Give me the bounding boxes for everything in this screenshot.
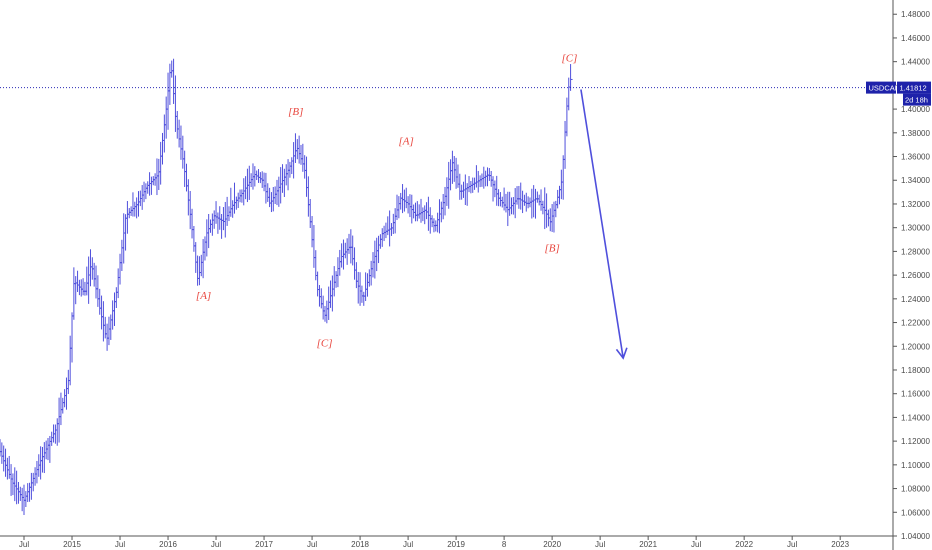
x-tick-label: 2018 — [351, 540, 369, 549]
y-tick-label: 1.32000 — [901, 200, 930, 209]
y-tick-label: 1.26000 — [901, 271, 930, 280]
y-tick-label: 1.24000 — [901, 295, 930, 304]
wave-label: [A] — [196, 290, 211, 302]
wave-labels: [A] [B] [C] [A] [B] [C] — [196, 53, 577, 350]
x-axis[interactable]: Jul 2015 Jul 2016 Jul 2017 Jul 2018 Jul 2019 8 2020… — [19, 536, 850, 549]
last-price-label: 1.41812 — [900, 84, 927, 93]
wave-label: [C] — [317, 337, 333, 349]
x-tick-label: 8 — [502, 540, 507, 549]
countdown-badge: 2d 18h — [903, 93, 931, 106]
x-tick-label: Jul — [595, 540, 605, 549]
x-tick-label: 2020 — [543, 540, 561, 549]
x-tick-label: 2017 — [255, 540, 273, 549]
x-tick-label: Jul — [307, 540, 317, 549]
y-tick-label: 1.28000 — [901, 247, 930, 256]
symbol-badge: USDCAD — [866, 81, 901, 94]
ohlc-bar-series — [0, 58, 573, 515]
x-tick-label: Jul — [403, 540, 413, 549]
y-tick-label: 1.36000 — [901, 153, 930, 162]
wave-label: [A] — [399, 136, 414, 148]
y-tick-label: 1.40000 — [901, 105, 930, 114]
y-tick-label: 1.16000 — [901, 390, 930, 399]
projection-arrow — [580, 89, 628, 360]
x-tick-label: Jul — [787, 540, 797, 549]
y-tick-label: 1.22000 — [901, 319, 930, 328]
ohlc-bar — [568, 64, 573, 91]
price-badges: USDCAD 1.41812 2d 18h — [866, 81, 931, 106]
projection-shaft — [580, 89, 624, 359]
projection-arrowhead — [615, 347, 628, 360]
wave-label: [B] — [288, 106, 303, 118]
x-tick-label: 2021 — [639, 540, 657, 549]
x-tick-label: 2019 — [447, 540, 465, 549]
x-tick-label: 2022 — [735, 540, 753, 549]
y-tick-label: 1.34000 — [901, 176, 930, 185]
y-tick-label: 1.44000 — [901, 58, 930, 67]
x-tick-label: Jul — [115, 540, 125, 549]
y-tick-label: 1.12000 — [901, 437, 930, 446]
wave-label: [C] — [561, 53, 577, 65]
y-tick-label: 1.08000 — [901, 485, 930, 494]
y-tick-label: 1.30000 — [901, 224, 930, 233]
y-tick-label: 1.38000 — [901, 129, 930, 138]
x-tick-label: Jul — [211, 540, 221, 549]
x-tick-label: 2015 — [63, 540, 81, 549]
y-tick-label: 1.18000 — [901, 366, 930, 375]
last-price-badge: 1.41812 — [897, 81, 931, 94]
y-tick-label: 1.04000 — [901, 532, 930, 541]
y-tick-label: 1.10000 — [901, 461, 930, 470]
y-tick-label: 1.20000 — [901, 342, 930, 351]
x-tick-label: 2016 — [159, 540, 177, 549]
countdown-label: 2d 18h — [905, 96, 928, 105]
y-tick-label: 1.48000 — [901, 10, 930, 19]
y-tick-label: 1.14000 — [901, 413, 930, 422]
symbol-label: USDCAD — [869, 84, 901, 93]
x-tick-label: Jul — [19, 540, 29, 549]
x-tick-label: Jul — [691, 540, 701, 549]
wave-label: [B] — [544, 242, 559, 254]
y-tick-label: 1.46000 — [901, 34, 930, 43]
x-tick-label: 2023 — [831, 540, 849, 549]
y-tick-label: 1.06000 — [901, 508, 930, 517]
